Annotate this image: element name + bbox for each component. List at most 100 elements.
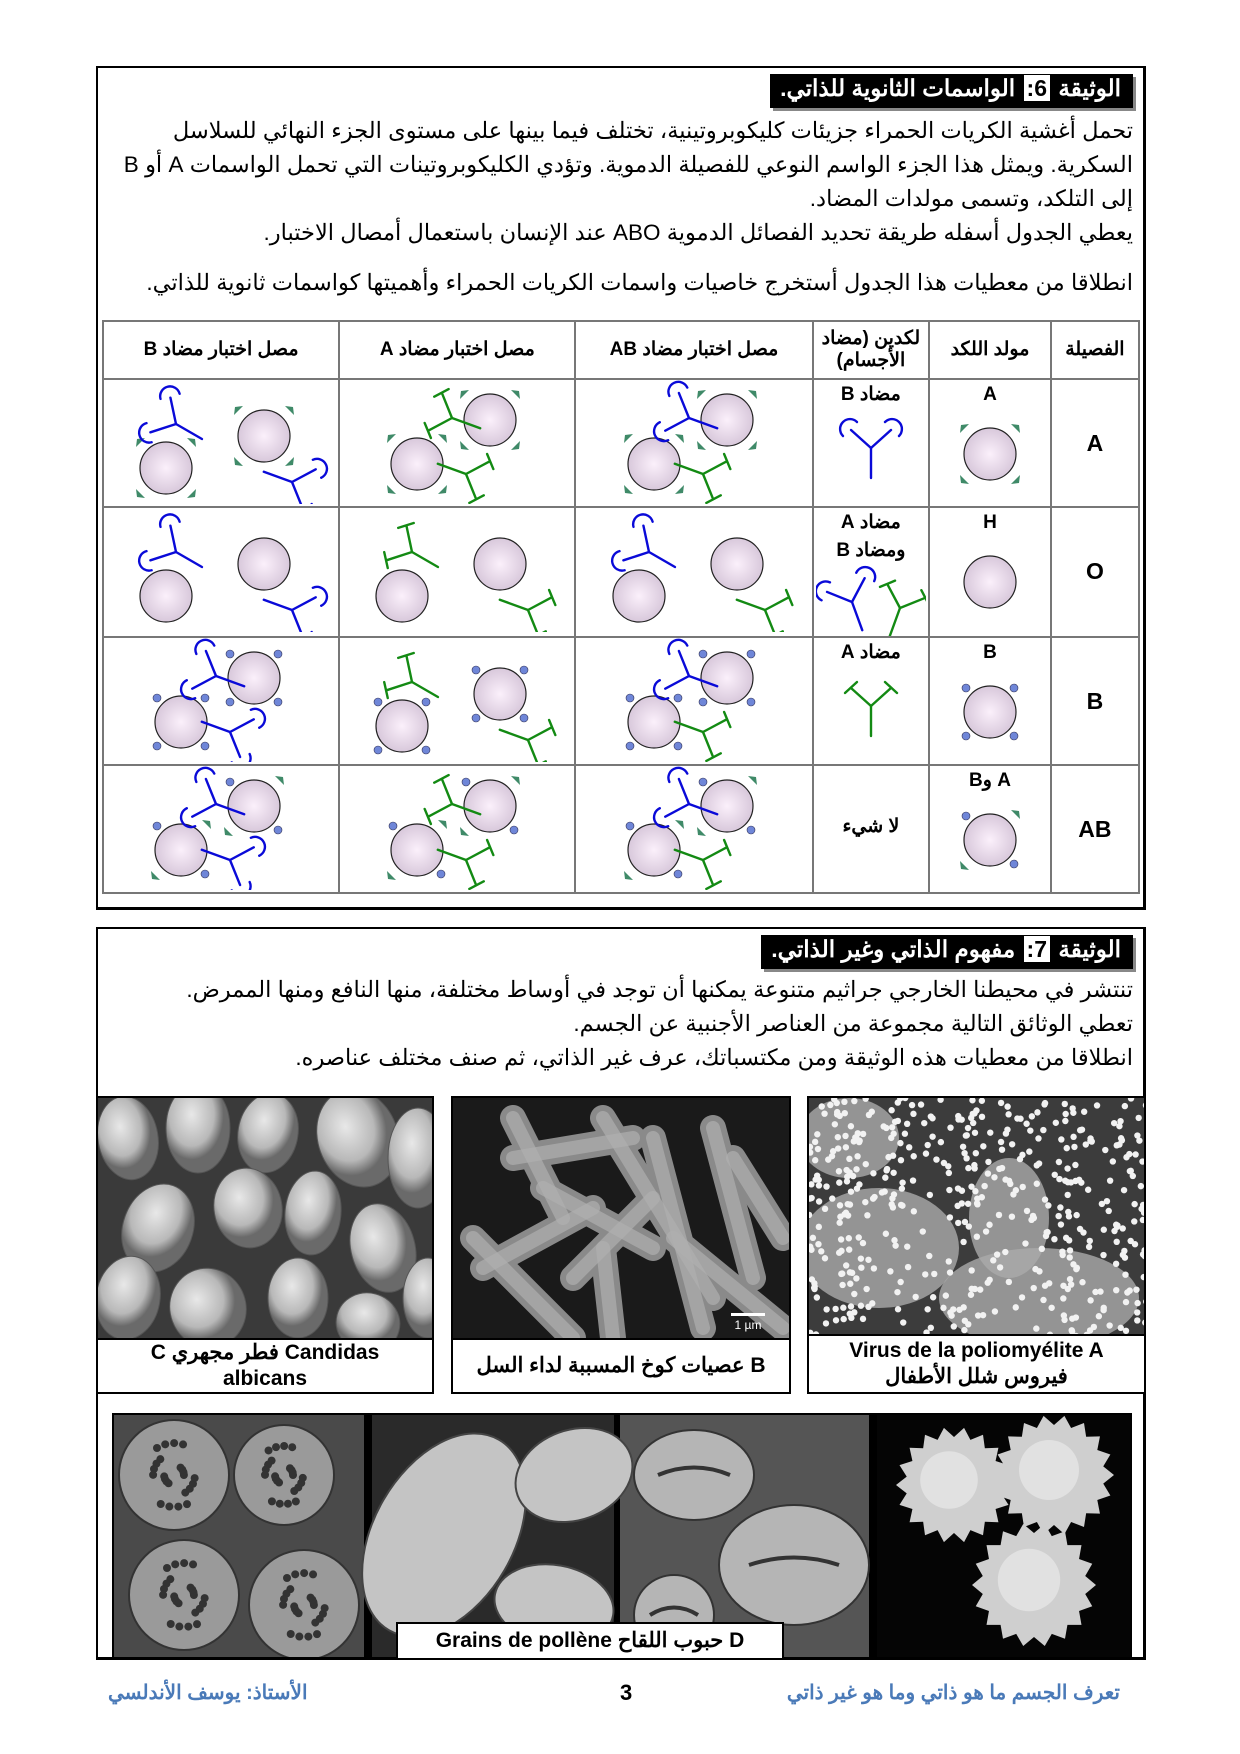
antigen-b-marker	[698, 697, 708, 707]
no-agglutination-illustration	[375, 521, 557, 632]
antigen-a-marker	[624, 871, 634, 880]
doc6-title: الوثيقة 6: الواسمات الثانوية للذاتي.	[770, 74, 1133, 108]
antigen-b-marker	[422, 697, 431, 707]
candida-caption: C فطر مجهري Candidas albicans	[96, 1338, 434, 1394]
antigen-b-marker	[1009, 683, 1019, 693]
agglutination-illustration	[387, 773, 521, 890]
antigen-a-marker	[285, 457, 295, 466]
anti-b-antibody	[610, 513, 677, 572]
antigen-b-marker	[746, 697, 756, 707]
bacilli-image	[460, 1105, 789, 1338]
agglutination-illustration	[624, 766, 758, 890]
antigen-a-marker	[285, 406, 295, 415]
antigen-b-marker	[200, 693, 210, 703]
blood-group-cell: A	[1049, 378, 1141, 508]
doc7-title: الوثيقة 7: مفهوم الذاتي وغير الذاتي.	[761, 935, 1133, 969]
doc6-question: انطلاقا من معطيات هذا الجدول أستخرج خاصي…	[146, 270, 1133, 295]
anti-a-antibody	[436, 452, 495, 504]
red-blood-cell	[460, 390, 521, 450]
antigen-b-marker	[746, 825, 756, 835]
test-result-cell-anti-a	[338, 506, 577, 638]
blood-group-cell: O	[1049, 506, 1141, 638]
anti-a-antibody	[498, 718, 557, 762]
antigen-a-marker	[234, 457, 244, 466]
red-blood-cell	[224, 776, 285, 836]
anti-a-antibody	[673, 710, 732, 762]
antibody-cell: مضاد B	[811, 378, 931, 508]
no-agglutination-illustration	[374, 651, 557, 762]
red-blood-cell	[963, 555, 1017, 609]
antigen-a-marker	[1011, 424, 1020, 433]
antigen-b-marker	[698, 649, 708, 659]
anti-a-antibody	[423, 773, 482, 826]
table-header-row: الفصيلة مولد اللكد لكدين (مضاد الأجسام) …	[101, 320, 1141, 380]
agglutination-illustration	[624, 380, 758, 504]
anti-a-antibody	[383, 651, 440, 700]
antigen-b-marker	[200, 869, 210, 879]
antigen-b-marker	[273, 649, 283, 659]
anti-a-antibody	[673, 452, 732, 504]
antigen-a-marker	[675, 434, 685, 443]
table-row: A A مضاد B	[101, 378, 1141, 508]
red-blood-cell	[473, 537, 527, 591]
test-result-cell-anti-ab	[574, 764, 814, 894]
table-row: B B مضاد A	[101, 636, 1141, 766]
antigen-cell: H	[928, 506, 1052, 638]
antigen-b-marker	[472, 665, 481, 675]
antigen-b-marker	[673, 693, 683, 703]
anti-a-antibody	[423, 387, 482, 440]
test-result-cell-anti-a	[338, 636, 577, 766]
red-blood-cell	[225, 649, 283, 707]
antigen-b-marker	[961, 683, 971, 693]
red-blood-cell	[237, 537, 291, 591]
anti-b-antibody	[262, 585, 329, 632]
red-blood-cell	[697, 776, 758, 836]
polio-virus-photo	[807, 1096, 1146, 1336]
antigen-a-marker	[234, 406, 244, 415]
red-blood-cell	[139, 569, 193, 623]
antigen-a-marker	[675, 485, 685, 494]
test-result-cell-anti-ab	[574, 636, 814, 766]
antigen-a-marker	[224, 827, 234, 836]
antigen-a-marker	[697, 827, 707, 836]
antigen-a-marker	[187, 438, 197, 447]
scale-bar: 1 µm	[731, 1313, 765, 1332]
antigen-a-marker	[187, 489, 197, 498]
antigen-a-marker	[1011, 810, 1020, 819]
antigen-b-marker	[625, 693, 635, 703]
antigen-b-marker	[673, 741, 683, 751]
antigen-a-marker	[697, 390, 707, 399]
test-result-cell-anti-a	[338, 378, 577, 508]
anti-b-antibody	[652, 638, 719, 701]
test-result-cell-anti-a	[338, 764, 577, 894]
candida-image	[98, 1098, 432, 1338]
pollen-photos	[112, 1413, 1132, 1659]
antigen-b-marker	[422, 745, 431, 755]
red-blood-cell	[612, 569, 666, 623]
antibody-cell: مضاد A ومضاد B	[811, 506, 931, 638]
antigen-b-marker	[698, 777, 708, 787]
anti-a-antibody	[498, 588, 557, 632]
antigen-a-marker	[438, 820, 448, 829]
red-blood-cell	[234, 406, 295, 466]
antigen-a-marker	[511, 390, 521, 399]
anti-b-antibody	[815, 565, 877, 632]
agglutination-illustration	[152, 638, 283, 762]
red-blood-cell	[374, 697, 431, 755]
antigen-a-marker	[960, 424, 969, 433]
antigen-a-marker	[960, 475, 969, 484]
anti-b-antibody	[138, 385, 204, 444]
anti-b-antibody	[838, 417, 903, 480]
antigen-b-marker	[746, 649, 756, 659]
table-row: O H مضاد A ومضاد B	[101, 506, 1141, 638]
antigen-a-marker	[697, 441, 707, 450]
antigen-b-marker	[225, 697, 235, 707]
bacilli-caption: B عصيات كوخ المسببة لداء السل	[451, 1338, 791, 1394]
antigen-a-marker	[748, 776, 758, 785]
antigen-a-marker	[1011, 475, 1020, 484]
test-result-cell-anti-ab	[574, 378, 814, 508]
antigen-a-marker	[460, 827, 470, 836]
header-anti-b: مصل اختبار مضاد B	[101, 320, 341, 380]
anti-a-antibody	[436, 838, 495, 890]
antigen-b-marker	[389, 821, 398, 831]
